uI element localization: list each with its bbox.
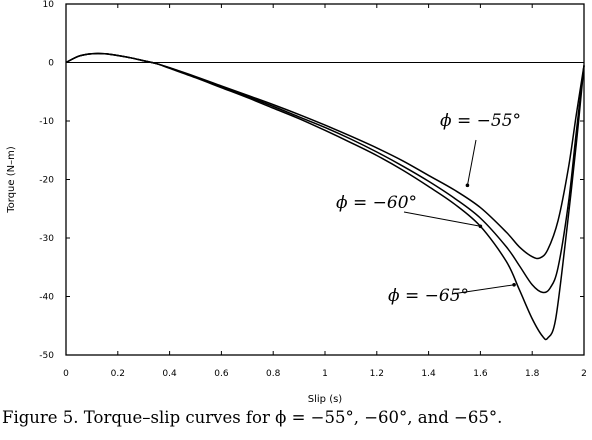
y-tick-label: -10: [39, 117, 54, 127]
annotation-leader: [403, 211, 481, 227]
y-axis-label: Torque (N–m): [6, 146, 17, 214]
x-tick-label: 1.4: [421, 369, 436, 379]
x-tick-label: 2: [581, 369, 587, 379]
x-tick-label: 0.8: [266, 369, 281, 379]
x-tick-label: 0.4: [162, 369, 177, 379]
annotation-arrowhead: [465, 183, 470, 188]
y-tick-label: -20: [39, 176, 54, 186]
series-line-2: [65, 52, 585, 294]
torque-slip-chart: 0 0.2 0.4 0.6 0.8 1 1.2 1.4 1.6 1.8 2 10 0 -10 -20 -30 -…: [6, 0, 587, 405]
curve-annotations: ϕ = −55° ϕ = −60° ϕ = −65°: [336, 111, 521, 306]
annotation-label: ϕ = −55°: [440, 111, 521, 131]
annotation-leader: [451, 284, 515, 295]
y-tick-label: -30: [39, 234, 54, 244]
annotation-leader: [466, 139, 477, 186]
annotation-label: ϕ = −65°: [388, 286, 469, 306]
series-lines: [65, 52, 585, 341]
x-axis-label: Slip (s): [308, 394, 343, 405]
x-tick-label: 1: [322, 369, 328, 379]
y-tick-label: 0: [48, 59, 54, 69]
x-tick-label: 1.6: [473, 369, 488, 379]
annotation-arrowhead: [478, 224, 483, 229]
y-tick-label: -50: [39, 351, 54, 361]
x-tick-label: 1.2: [370, 369, 384, 379]
figure-caption: Figure 5. Torque–slip curves for ϕ = −55…: [2, 408, 503, 427]
x-tick-label: 0.6: [214, 369, 229, 379]
x-tick-label: 0: [63, 369, 69, 379]
series-line-3: [65, 52, 585, 341]
plot-border: [65, 3, 585, 356]
tick-labels: 0 0.2 0.4 0.6 0.8 1 1.2 1.4 1.6 1.8 2 10 0 -10 -20 -30 -…: [39, 0, 587, 379]
y-tick-label: -40: [39, 293, 54, 303]
annotation-label: ϕ = −60°: [336, 193, 417, 213]
annotation-arrowhead: [512, 283, 516, 287]
axis-ticks: [65, 3, 585, 356]
y-tick-label: 10: [43, 0, 55, 10]
plot-area: [65, 3, 585, 356]
x-tick-label: 1.8: [525, 369, 540, 379]
x-tick-label: 0.2: [111, 369, 125, 379]
series-line-1: [65, 52, 585, 260]
